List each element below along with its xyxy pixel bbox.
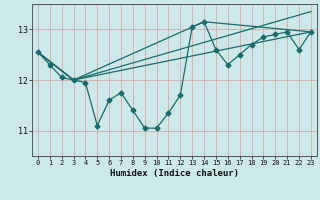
X-axis label: Humidex (Indice chaleur): Humidex (Indice chaleur) <box>110 169 239 178</box>
